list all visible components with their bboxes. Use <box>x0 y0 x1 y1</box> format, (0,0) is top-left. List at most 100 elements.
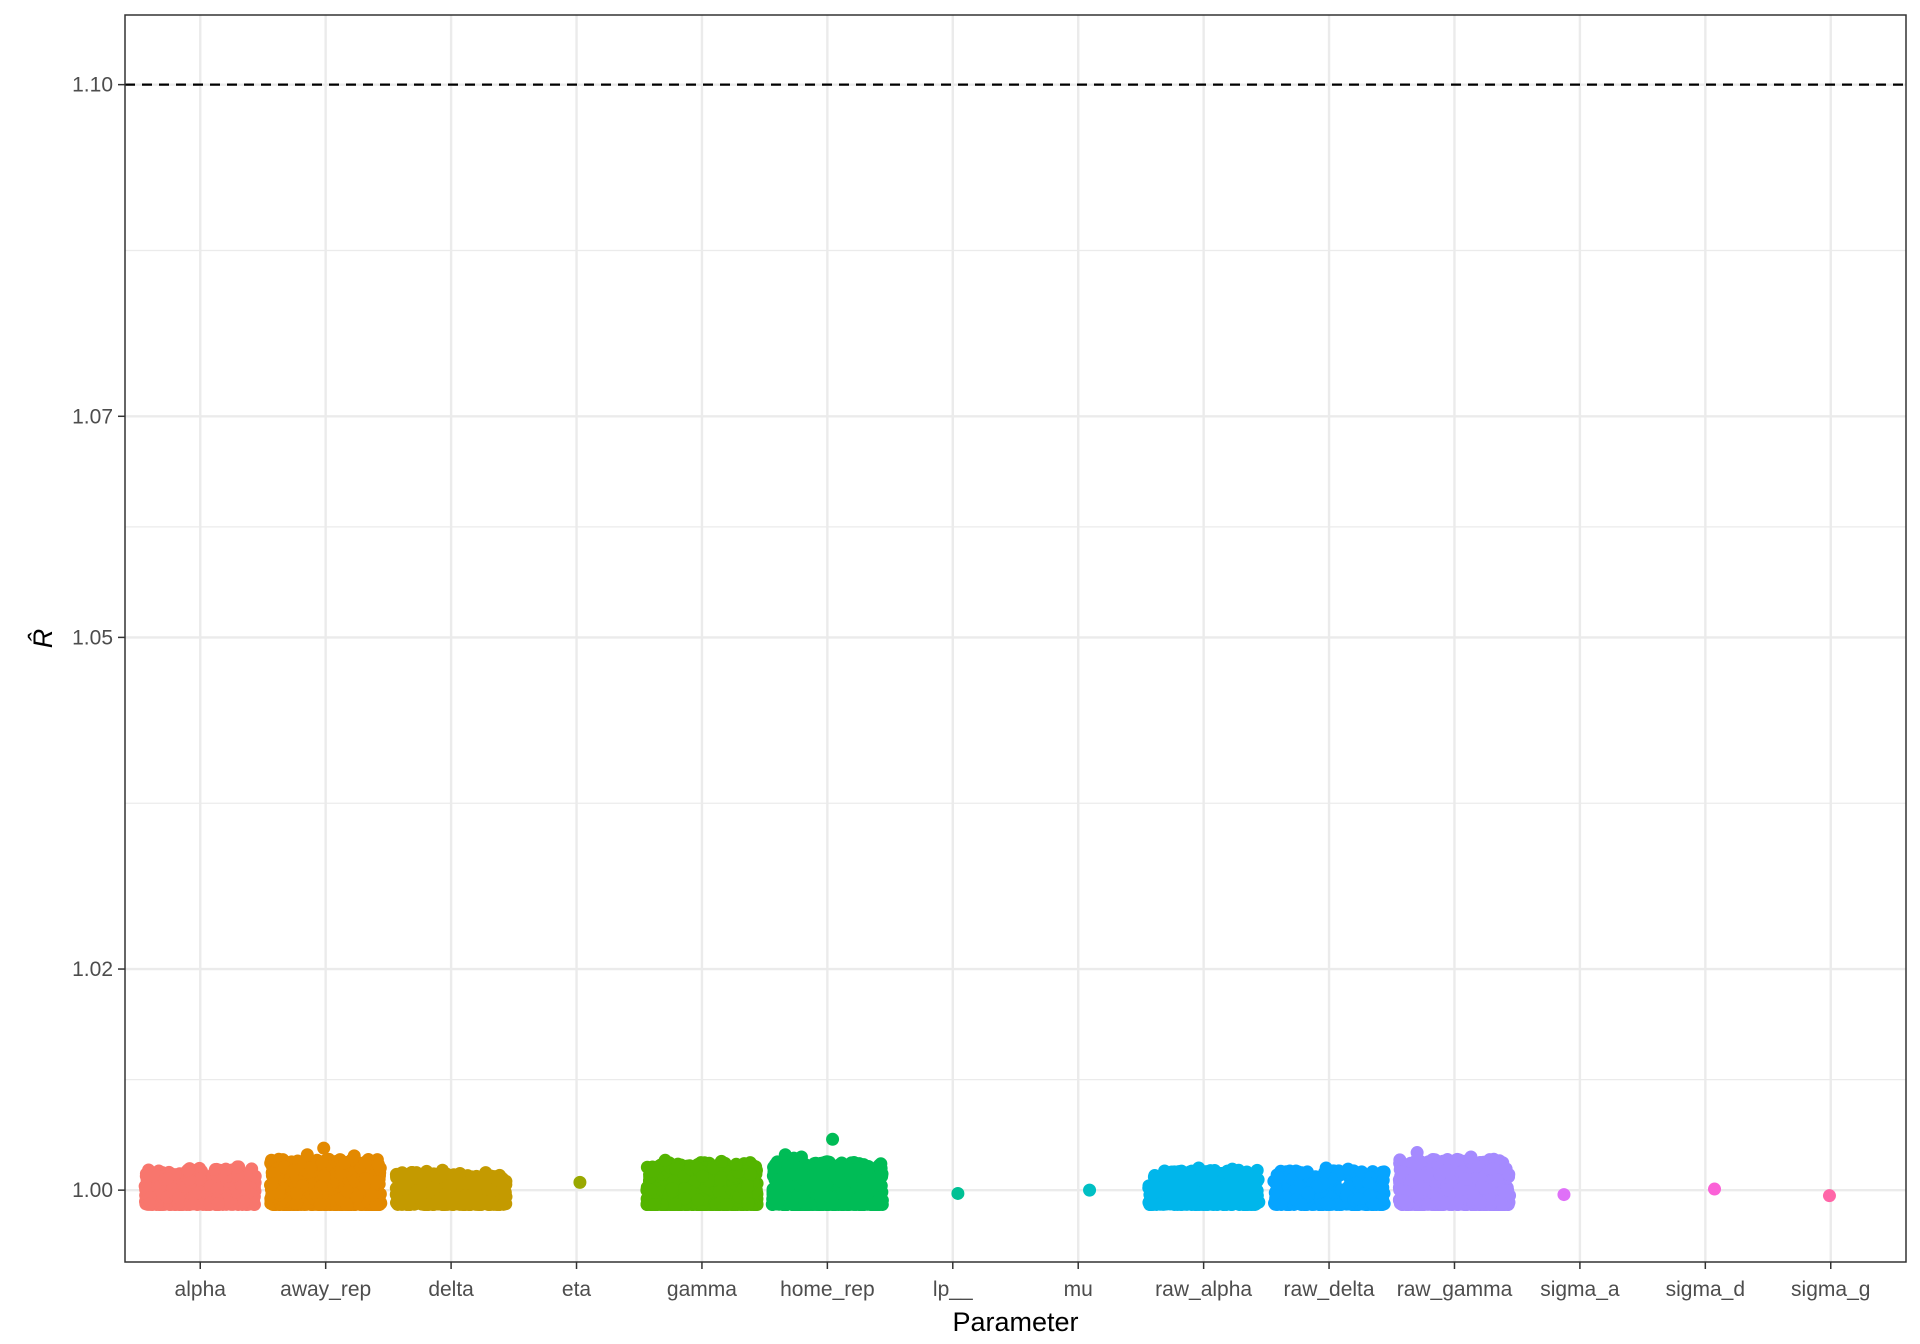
data-point <box>1319 1196 1333 1210</box>
data-point <box>416 1175 430 1189</box>
data-point <box>1352 1192 1366 1206</box>
data-point <box>478 1177 492 1191</box>
data-point-outlier <box>420 1164 434 1178</box>
series-away_rep <box>264 1141 388 1212</box>
data-point <box>823 1190 837 1204</box>
data-point <box>160 1172 174 1186</box>
data-point-outlier <box>1341 1162 1355 1176</box>
data-point <box>871 1176 885 1190</box>
data-point <box>210 1182 224 1196</box>
data-point <box>851 1162 865 1176</box>
series-delta <box>389 1163 513 1212</box>
major-gridlines <box>125 15 1906 1262</box>
data-point <box>1204 1197 1218 1211</box>
data-point <box>1164 1175 1178 1189</box>
data-point-outlier <box>300 1148 314 1162</box>
data-point <box>798 1196 812 1210</box>
data-points <box>138 1132 1836 1212</box>
data-point <box>771 1195 785 1209</box>
data-point <box>286 1164 300 1178</box>
data-point <box>143 1197 157 1211</box>
data-point <box>794 1167 808 1181</box>
data-point <box>492 1174 506 1188</box>
data-point <box>1206 1165 1220 1179</box>
data-point <box>408 1186 422 1200</box>
data-point <box>646 1164 660 1178</box>
data-point-outlier <box>1192 1161 1206 1175</box>
data-point <box>839 1186 853 1200</box>
data-point <box>1148 1185 1162 1199</box>
series-gamma <box>640 1153 764 1212</box>
data-point <box>350 1190 364 1204</box>
data-point <box>1232 1180 1246 1194</box>
series-eta <box>573 1175 587 1189</box>
data-point <box>744 1168 758 1182</box>
data-point <box>138 1179 152 1193</box>
data-point <box>1294 1198 1308 1212</box>
data-point <box>1376 1181 1390 1195</box>
data-point <box>237 1195 251 1209</box>
data-point-outlier <box>405 1165 419 1179</box>
series-mu <box>1083 1183 1097 1197</box>
data-point-outlier <box>714 1154 728 1168</box>
data-point <box>389 1196 403 1210</box>
data-point <box>340 1184 354 1198</box>
data-point-outlier <box>219 1162 233 1176</box>
data-point <box>267 1167 281 1181</box>
data-point <box>814 1156 828 1170</box>
data-point <box>740 1179 754 1193</box>
data-point <box>1301 1186 1315 1200</box>
data-point-outlier <box>435 1163 449 1177</box>
data-point <box>458 1176 472 1190</box>
data-point <box>1083 1183 1097 1197</box>
data-point-outlier <box>1225 1162 1239 1176</box>
data-point <box>313 1197 327 1211</box>
data-point <box>1199 1186 1213 1200</box>
data-point <box>1269 1184 1283 1198</box>
data-point <box>1240 1191 1254 1205</box>
data-point <box>368 1176 382 1190</box>
data-point <box>445 1197 459 1211</box>
data-point <box>317 1169 331 1183</box>
data-point-outlier <box>347 1149 361 1163</box>
data-point <box>1188 1198 1202 1212</box>
data-point <box>473 1195 487 1209</box>
data-point-outlier <box>826 1132 840 1146</box>
data-point <box>172 1191 186 1205</box>
data-point <box>338 1156 352 1170</box>
data-point <box>237 1182 251 1196</box>
data-point <box>573 1175 587 1189</box>
series-lp__ <box>951 1186 965 1200</box>
data-point <box>849 1197 863 1211</box>
data-point <box>447 1168 461 1182</box>
data-point <box>365 1188 379 1202</box>
data-point <box>714 1173 728 1187</box>
data-point-outlier <box>230 1160 244 1174</box>
data-point-outlier <box>317 1141 331 1155</box>
data-point <box>315 1155 329 1169</box>
data-point <box>303 1161 317 1175</box>
data-point <box>1162 1193 1176 1207</box>
data-point <box>665 1182 679 1196</box>
data-point <box>369 1198 383 1212</box>
data-point <box>1274 1198 1288 1212</box>
data-point <box>830 1171 844 1185</box>
data-point-outlier <box>1319 1161 1333 1175</box>
data-point <box>186 1197 200 1211</box>
data-point-outlier <box>658 1153 672 1167</box>
data-point <box>1240 1165 1254 1179</box>
data-point <box>309 1187 323 1201</box>
data-point <box>951 1186 965 1200</box>
data-point <box>720 1197 734 1211</box>
data-point <box>289 1196 303 1210</box>
data-point <box>358 1155 372 1169</box>
data-point <box>181 1163 195 1177</box>
data-point <box>696 1169 710 1183</box>
data-point <box>193 1172 207 1186</box>
data-point <box>1271 1170 1285 1184</box>
series-raw_alpha <box>1142 1161 1266 1212</box>
data-point-outlier <box>787 1151 801 1165</box>
data-point <box>872 1194 886 1208</box>
